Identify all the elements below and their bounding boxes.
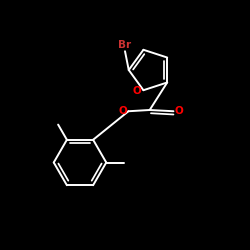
- Text: O: O: [118, 106, 127, 116]
- Text: O: O: [174, 106, 183, 116]
- Text: Br: Br: [118, 40, 132, 50]
- Text: O: O: [132, 86, 141, 97]
